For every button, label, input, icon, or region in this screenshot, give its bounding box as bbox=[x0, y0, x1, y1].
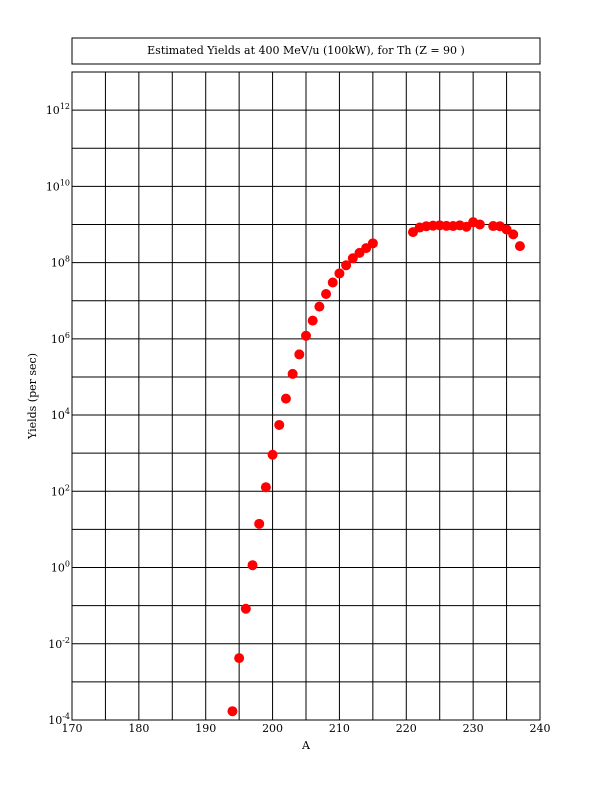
data-point bbox=[301, 330, 311, 341]
data-point bbox=[314, 301, 325, 312]
data-point bbox=[508, 229, 519, 240]
data-point bbox=[254, 518, 265, 529]
x-axis-label: A bbox=[301, 739, 311, 752]
x-tick-label: 240 bbox=[530, 722, 551, 735]
data-point bbox=[260, 482, 271, 493]
y-tick-labels: 10-4 10-2 100 102 104 106 108 1010 1012 bbox=[46, 102, 70, 727]
data-point bbox=[327, 277, 338, 288]
y-tick-label: 1010 bbox=[46, 178, 70, 193]
data-point bbox=[280, 393, 291, 404]
data-point bbox=[474, 219, 485, 230]
data-point bbox=[367, 238, 378, 249]
grid-lines bbox=[72, 72, 540, 720]
plot-frame bbox=[71, 71, 541, 721]
title-box bbox=[71, 37, 541, 65]
chart-title: Estimated Yields at 400 MeV/u (100kW), f… bbox=[147, 44, 465, 57]
y-tick-label: 1012 bbox=[46, 102, 70, 117]
x-tick-label: 190 bbox=[195, 722, 216, 735]
data-point bbox=[514, 241, 525, 252]
data-point bbox=[227, 706, 238, 717]
data-point bbox=[341, 260, 352, 271]
y-tick-label: 100 bbox=[51, 560, 70, 575]
y-tick-label: 106 bbox=[51, 331, 70, 346]
data-points bbox=[227, 217, 525, 717]
x-tick-label: 170 bbox=[62, 722, 83, 735]
data-point bbox=[294, 349, 305, 360]
data-point bbox=[274, 419, 285, 430]
data-point bbox=[247, 560, 258, 571]
x-tick-label: 230 bbox=[463, 722, 484, 735]
x-tick-label: 180 bbox=[128, 722, 149, 735]
y-axis-label: Yields (per sec) bbox=[26, 353, 39, 440]
x-tick-label: 200 bbox=[262, 722, 283, 735]
x-tick-labels: 170 180 190 200 210 220 230 240 bbox=[62, 722, 551, 735]
data-point bbox=[267, 449, 278, 460]
data-point bbox=[307, 315, 318, 326]
y-tick-label: 10-2 bbox=[48, 636, 70, 651]
y-tick-label: 102 bbox=[51, 483, 70, 498]
y-tick-label: 104 bbox=[51, 407, 70, 422]
data-point bbox=[240, 603, 251, 614]
x-tick-label: 210 bbox=[329, 722, 350, 735]
data-point bbox=[234, 653, 245, 664]
y-tick-label: 10-4 bbox=[48, 712, 70, 727]
y-tick-label: 108 bbox=[51, 255, 70, 270]
x-tick-label: 220 bbox=[396, 722, 417, 735]
data-point bbox=[321, 288, 332, 299]
data-point bbox=[347, 253, 358, 264]
data-point bbox=[287, 368, 298, 379]
data-point bbox=[334, 268, 345, 279]
